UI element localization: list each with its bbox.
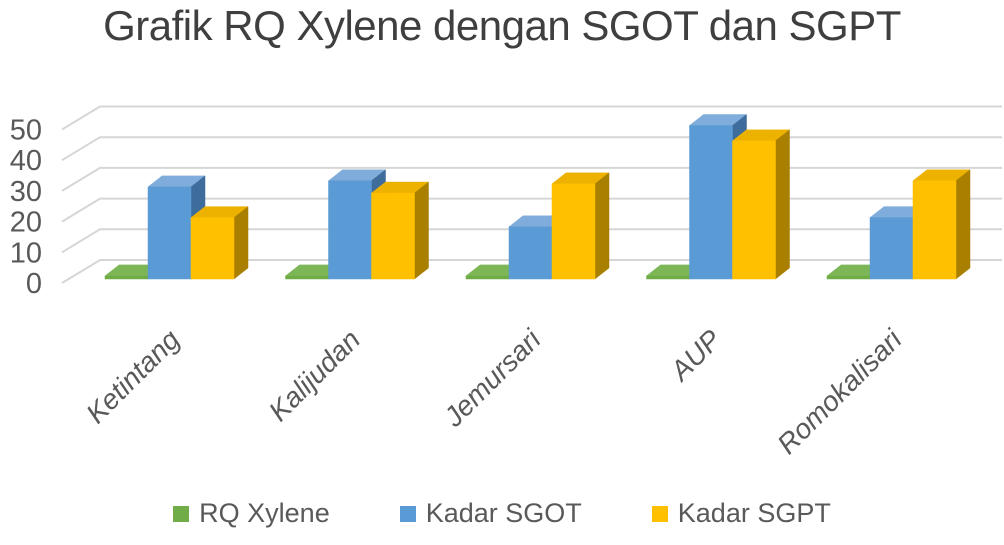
y-axis-tick-label: 0	[26, 268, 42, 300]
legend-swatch-icon	[173, 505, 190, 522]
bar-front-face	[551, 183, 596, 280]
legend: RQ Xylene Kadar SGOT Kadar SGPT	[0, 498, 1004, 529]
y-axis-tick-label: 10	[10, 237, 42, 269]
bar-side-face	[414, 181, 429, 280]
bar-front-face	[104, 275, 149, 280]
bar-front-face	[912, 180, 957, 280]
bar-front-face	[869, 217, 914, 280]
bar-side-face	[233, 206, 249, 280]
legend-item-rq-xylene: RQ Xylene	[173, 498, 330, 529]
bar-front-face	[508, 226, 553, 280]
legend-label: Kadar SGPT	[677, 498, 831, 528]
bar-front-face	[285, 275, 329, 280]
legend-label: RQ Xylene	[199, 498, 330, 528]
gridline	[61, 105, 1002, 131]
legend-item-kadar-sgpt: Kadar SGPT	[651, 498, 831, 529]
y-axis-tick-label: 40	[10, 145, 42, 177]
legend-item-kadar-sgot: Kadar SGOT	[399, 498, 582, 529]
y-axis-tick-label: 20	[10, 207, 42, 239]
gridline	[61, 136, 1002, 162]
bar-front-face	[732, 140, 776, 280]
bar-front-face	[190, 217, 235, 280]
bar-front-face	[465, 275, 510, 280]
bar-front-face	[147, 186, 192, 280]
legend-label: Kadar SGOT	[425, 498, 582, 528]
bar-side-face	[775, 129, 790, 280]
y-axis-tick-label: 50	[10, 115, 42, 147]
bar-front-face	[826, 275, 871, 280]
bar-side-face	[594, 172, 610, 280]
bar-front-face	[371, 192, 415, 280]
bar-front-face	[646, 275, 690, 280]
chart-title: Grafik RQ Xylene dengan SGOT dan SGPT	[103, 2, 901, 49]
legend-swatch-icon	[399, 505, 416, 522]
bar-front-face	[328, 180, 372, 280]
bar-side-face	[955, 169, 971, 280]
y-axis-tick-label: 30	[10, 176, 42, 208]
legend-swatch-icon	[651, 505, 668, 522]
bar-front-face	[689, 125, 733, 280]
